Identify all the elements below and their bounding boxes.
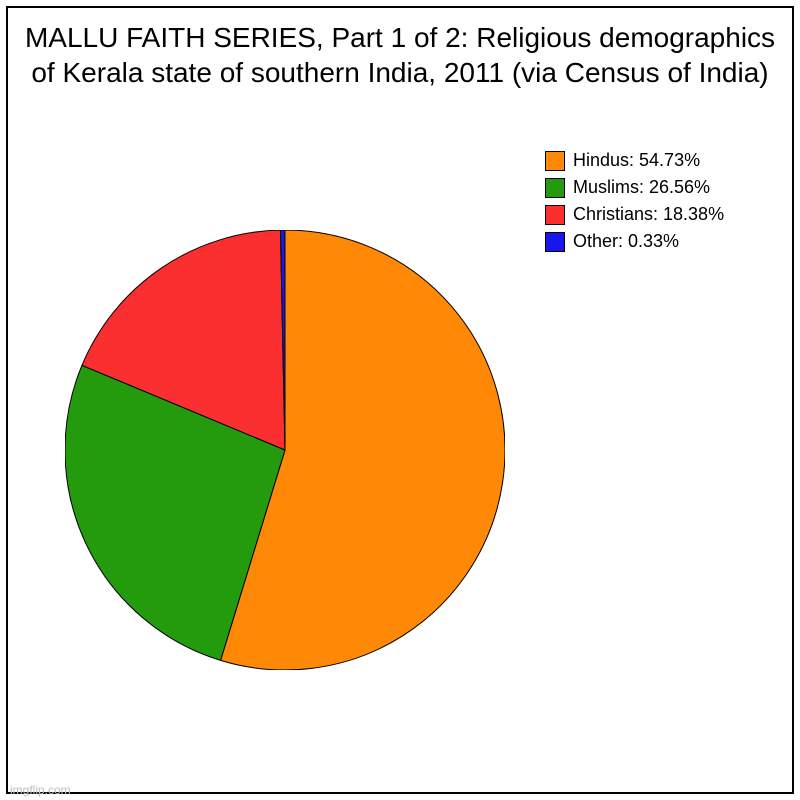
legend-item: Muslims: 26.56% (545, 177, 724, 198)
legend: Hindus: 54.73% Muslims: 26.56% Christians:… (545, 150, 724, 258)
legend-label: Hindus: 54.73% (573, 150, 700, 171)
legend-item: Other: 0.33% (545, 231, 724, 252)
legend-swatch (545, 178, 565, 198)
legend-item: Hindus: 54.73% (545, 150, 724, 171)
watermark: imgflip.com (10, 783, 71, 797)
legend-swatch (545, 232, 565, 252)
legend-swatch (545, 205, 565, 225)
legend-label: Muslims: 26.56% (573, 177, 710, 198)
chart-title: MALLU FAITH SERIES, Part 1 of 2: Religio… (20, 20, 780, 90)
legend-label: Other: 0.33% (573, 231, 679, 252)
legend-item: Christians: 18.38% (545, 204, 724, 225)
legend-label: Christians: 18.38% (573, 204, 724, 225)
pie-chart (65, 230, 505, 670)
legend-swatch (545, 151, 565, 171)
